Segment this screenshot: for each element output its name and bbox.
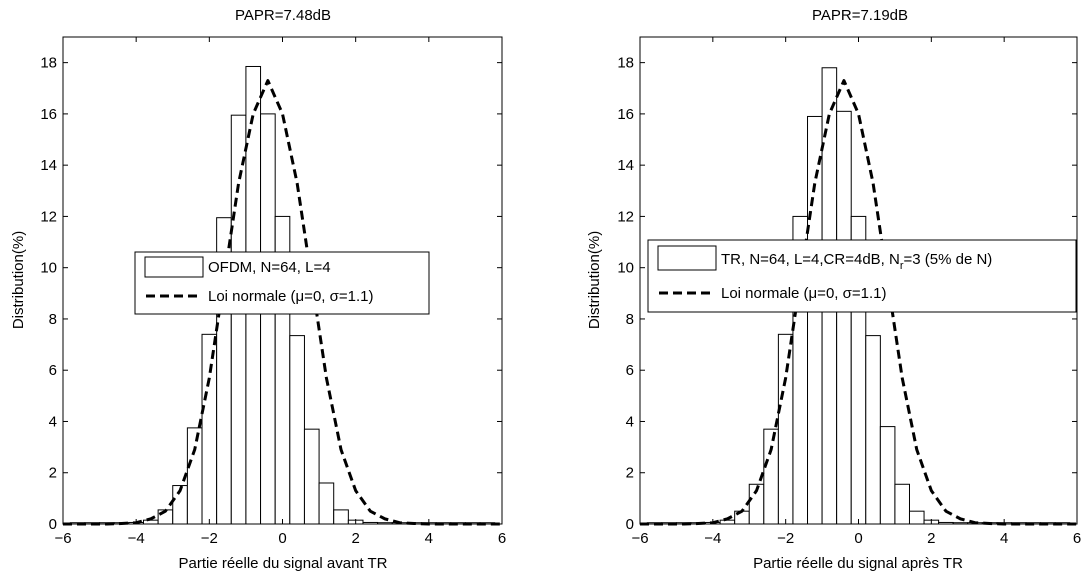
y-axis-ticks: 0 2 4 6 8 10 12 14 16 18 xyxy=(40,55,502,533)
x-tick-label: −6 xyxy=(54,530,71,547)
y-tick-label: 4 xyxy=(626,413,634,430)
legend-entry-histogram: OFDM, N=64, L=4 xyxy=(208,259,331,276)
histogram-bar xyxy=(908,510,925,525)
x-tick-label: 2 xyxy=(351,530,359,547)
x-tick-label: 2 xyxy=(927,530,935,547)
x-tick-label: −2 xyxy=(777,530,794,547)
y-tick-label: 16 xyxy=(617,106,634,123)
histogram-bar xyxy=(879,426,896,525)
y-tick-label: 4 xyxy=(49,413,57,430)
y-tick-label: 12 xyxy=(40,208,57,225)
x-axis-label: Partie réelle du signal avant TR xyxy=(178,555,387,572)
chart-title: PAPR=7.19dB xyxy=(812,7,908,24)
chart-title: PAPR=7.48dB xyxy=(235,7,331,24)
x-tick-label: 6 xyxy=(498,530,506,547)
x-tick-label: −6 xyxy=(631,530,648,547)
y-tick-label: 18 xyxy=(40,55,57,72)
legend: TR, N=64, L=4,CR=4dB, Nr=3 (5% de N) Loi… xyxy=(647,239,1077,313)
y-tick-label: 2 xyxy=(49,465,57,482)
histogram-bar xyxy=(333,509,349,525)
y-tick-label: 14 xyxy=(40,157,57,174)
x-tick-label: 6 xyxy=(1073,530,1081,547)
normal-curve-line xyxy=(640,79,1077,526)
y-tick-label: 14 xyxy=(617,157,634,174)
panel-right: PAPR=7.19dB −6 −4 −2 0 2 4 6 0 2 4 6 8 10 12 14 16 18 P… xyxy=(586,7,1081,572)
y-tick-label: 0 xyxy=(626,516,634,533)
histogram-bar xyxy=(777,333,794,525)
y-tick-label: 12 xyxy=(617,208,634,225)
normal-curve xyxy=(63,79,502,526)
y-axis-ticks: 0 2 4 6 8 10 12 14 16 18 xyxy=(617,55,1077,533)
y-tick-label: 10 xyxy=(617,260,634,277)
x-axis-ticks: −6 −4 −2 0 2 4 6 xyxy=(54,37,506,547)
legend-swatch-histogram xyxy=(657,245,717,271)
x-tick-label: 4 xyxy=(1000,530,1008,547)
y-tick-label: 2 xyxy=(626,465,634,482)
histogram-bar xyxy=(865,335,881,525)
histogram-bar xyxy=(763,428,779,525)
x-tick-label: 0 xyxy=(278,530,286,547)
x-tick-label: 0 xyxy=(854,530,862,547)
y-axis-label: Distribution(%) xyxy=(586,231,603,329)
histogram-bar xyxy=(719,519,736,525)
y-tick-label: 6 xyxy=(626,362,634,379)
histogram-bar xyxy=(894,483,910,525)
histogram-bar xyxy=(303,428,320,525)
panel-left: PAPR=7.48dB −6 −4 −2 0 2 4 6 0 2 4 6 8 10 12 14 16 18 P… xyxy=(10,7,506,572)
legend-entry-histogram: TR, N=64, L=4,CR=4dB, Nr=3 (5% de N) xyxy=(721,251,992,272)
x-axis-ticks: −6 −4 −2 0 2 4 6 xyxy=(631,37,1081,547)
legend-box xyxy=(647,239,1077,313)
histogram-bar xyxy=(318,482,335,525)
legend: OFDM, N=64, L=4 Loi normale (μ=0, σ=1.1) xyxy=(134,251,430,315)
y-tick-label: 10 xyxy=(40,260,57,277)
x-tick-label: −2 xyxy=(201,530,218,547)
normal-curve-line xyxy=(63,79,502,526)
x-axis-label: Partie réelle du signal après TR xyxy=(753,555,963,572)
legend-entry-normal: Loi normale (μ=0, σ=1.1) xyxy=(721,285,886,302)
histogram-bar xyxy=(836,110,852,525)
x-tick-label: −4 xyxy=(704,530,721,547)
y-tick-label: 0 xyxy=(49,516,57,533)
y-axis-label: Distribution(%) xyxy=(10,231,27,329)
normal-curve xyxy=(640,79,1077,526)
histogram-bar xyxy=(260,113,276,525)
x-tick-label: 4 xyxy=(425,530,433,547)
x-tick-label: −4 xyxy=(128,530,145,547)
histogram-bar xyxy=(186,427,203,525)
y-tick-label: 8 xyxy=(49,311,57,328)
legend-entry-normal: Loi normale (μ=0, σ=1.1) xyxy=(208,288,373,305)
y-tick-label: 18 xyxy=(617,55,634,72)
y-tick-label: 16 xyxy=(40,106,57,123)
y-tick-label: 8 xyxy=(626,311,634,328)
histogram-bar xyxy=(142,519,159,525)
legend-swatch-histogram xyxy=(144,256,204,278)
y-tick-label: 6 xyxy=(49,362,57,379)
histogram-bar xyxy=(201,333,218,525)
histogram-bar xyxy=(289,335,305,525)
